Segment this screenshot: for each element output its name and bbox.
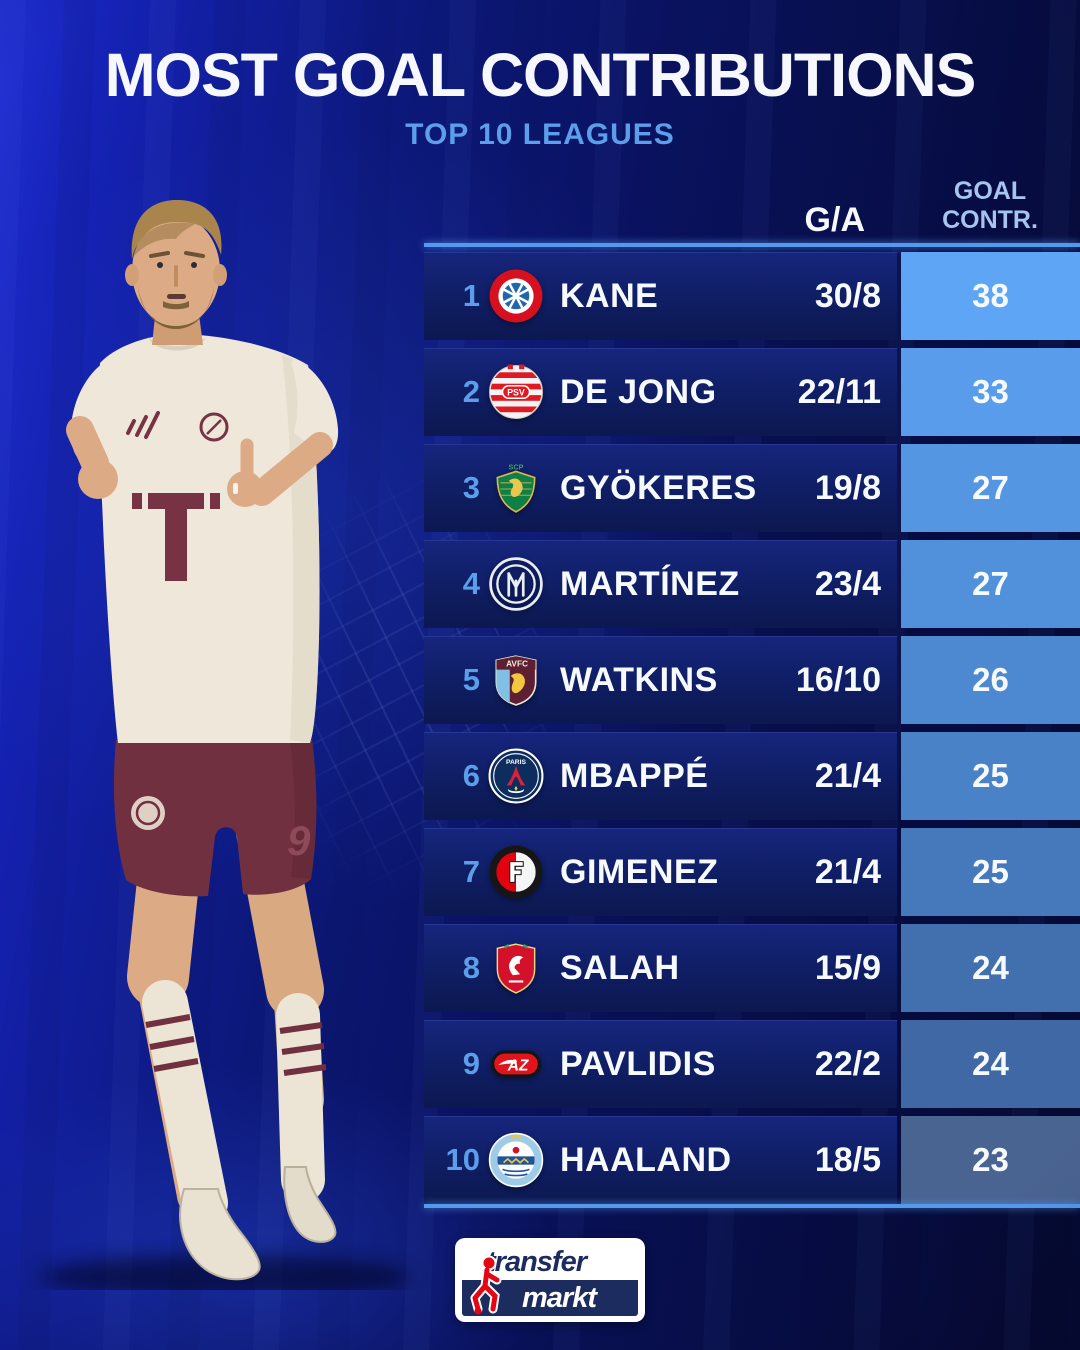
rank-label: 9 bbox=[462, 1046, 480, 1081]
row-main-panel: 6 PARIS MBAPPÉ 21/4 bbox=[424, 732, 897, 820]
rank-label: 6 bbox=[462, 758, 480, 793]
goal-contributions-cell: 27 bbox=[901, 540, 1080, 628]
page-subtitle: TOP 10 LEAGUES bbox=[405, 118, 675, 151]
goal-contributions-cell: 27 bbox=[901, 444, 1080, 532]
goal-contributions-cell: 38 bbox=[901, 252, 1080, 340]
player-name: HAALAND bbox=[560, 1140, 732, 1179]
table-row-2: 2 PSV DE JONG 22/11 33 bbox=[424, 348, 1080, 436]
goals-assists-value: 21/4 bbox=[814, 852, 881, 891]
player-name: PAVLIDIS bbox=[560, 1044, 716, 1083]
feyenoord-club-badge-icon bbox=[488, 844, 544, 900]
villa-club-badge-icon: AVFC bbox=[488, 652, 544, 708]
column-header-ga: G/A bbox=[804, 201, 865, 239]
goal-contributions-cell: 25 bbox=[901, 732, 1080, 820]
row-main-panel: 7 GIMENEZ 21/4 bbox=[424, 828, 897, 916]
mancity-club-badge-icon bbox=[488, 1132, 544, 1188]
inter-club-badge-icon bbox=[488, 556, 544, 612]
rank-label: 4 bbox=[462, 566, 480, 601]
goals-assists-value: 30/8 bbox=[814, 276, 881, 315]
transfermarkt-logo: transfer markt bbox=[455, 1238, 645, 1322]
rank-label: 5 bbox=[462, 662, 480, 697]
goals-assists-value: 19/8 bbox=[814, 468, 881, 507]
column-header-goal-line2: CONTR. bbox=[942, 206, 1038, 234]
goals-assists-value: 23/4 bbox=[814, 564, 881, 603]
row-main-panel: 1 KANE 30/8 bbox=[424, 252, 897, 340]
goals-assists-value: 18/5 bbox=[814, 1140, 881, 1179]
player-name: MARTÍNEZ bbox=[560, 564, 740, 603]
goal-contributions-cell: 24 bbox=[901, 924, 1080, 1012]
svg-text:AVFC: AVFC bbox=[506, 659, 528, 669]
svg-text:PARIS: PARIS bbox=[506, 759, 527, 766]
table-row-6: 6 PARIS MBAPPÉ 21/4 25 bbox=[424, 732, 1080, 820]
sporting-club-badge-icon: SCP bbox=[488, 460, 544, 516]
svg-text:PSV: PSV bbox=[507, 388, 525, 398]
table-row-9: 9 AZ PAVLIDIS 22/2 24 bbox=[424, 1020, 1080, 1108]
row-main-panel: 3 SCP GYÖKERES 19/8 bbox=[424, 444, 897, 532]
table-top-border bbox=[424, 243, 1080, 247]
rank-label: 10 bbox=[445, 1142, 480, 1177]
row-main-panel: 5 AVFC WATKINS 16/10 bbox=[424, 636, 897, 724]
player-name: GYÖKERES bbox=[560, 468, 757, 507]
svg-text:SCP: SCP bbox=[509, 462, 524, 471]
svg-text:9: 9 bbox=[287, 817, 311, 864]
table-row-5: 5 AVFC WATKINS 16/10 26 bbox=[424, 636, 1080, 724]
table-rows: 1 KANE 30/8 38 2 PSV DE JONG 22/11 33 3 SCP GYÖKERE… bbox=[424, 252, 1080, 1204]
goal-contributions-cell: 23 bbox=[901, 1116, 1080, 1204]
goal-contributions-cell: 33 bbox=[901, 348, 1080, 436]
bayern-club-badge-icon bbox=[488, 268, 544, 324]
player-name: WATKINS bbox=[560, 660, 718, 699]
player-name: DE JONG bbox=[560, 372, 717, 411]
liverpool-club-badge-icon bbox=[488, 940, 544, 996]
table-row-3: 3 SCP GYÖKERES 19/8 27 bbox=[424, 444, 1080, 532]
player-photo-harry-kane: 9 bbox=[0, 195, 440, 1299]
psv-club-badge-icon: PSV bbox=[488, 364, 544, 420]
psg-club-badge-icon: PARIS bbox=[488, 748, 544, 804]
row-main-panel: 10 HAALAND 18/5 bbox=[424, 1116, 897, 1204]
player-name: MBAPPÉ bbox=[560, 756, 709, 795]
goals-assists-value: 15/9 bbox=[814, 948, 881, 987]
rank-label: 8 bbox=[462, 950, 480, 985]
row-main-panel: 9 AZ PAVLIDIS 22/2 bbox=[424, 1020, 897, 1108]
row-main-panel: 4 MARTÍNEZ 23/4 bbox=[424, 540, 897, 628]
table-row-4: 4 MARTÍNEZ 23/4 27 bbox=[424, 540, 1080, 628]
column-header-goal-line1: GOAL bbox=[953, 177, 1027, 205]
goal-contributions-cell: 26 bbox=[901, 636, 1080, 724]
row-main-panel: 8 SALAH 15/9 bbox=[424, 924, 897, 1012]
page-title: MOST GOAL CONTRIBUTIONS bbox=[104, 41, 977, 109]
goals-assists-value: 22/2 bbox=[814, 1044, 881, 1083]
rank-label: 7 bbox=[462, 854, 480, 889]
goals-assists-value: 21/4 bbox=[814, 756, 881, 795]
goals-assists-value: 22/11 bbox=[797, 372, 881, 411]
table-row-8: 8 SALAH 15/9 24 bbox=[424, 924, 1080, 1012]
table-bottom-border bbox=[424, 1204, 1080, 1208]
goals-assists-value: 16/10 bbox=[795, 660, 881, 699]
column-header-goal-contr: GOAL CONTR. bbox=[900, 177, 1080, 235]
row-main-panel: 2 PSV DE JONG 22/11 bbox=[424, 348, 897, 436]
rank-label: 2 bbox=[462, 374, 480, 409]
player-name: SALAH bbox=[560, 948, 680, 987]
table-row-10: 10 HAALAND 18/5 23 bbox=[424, 1116, 1080, 1204]
goal-contributions-cell: 24 bbox=[901, 1020, 1080, 1108]
svg-text:AZ: AZ bbox=[507, 1058, 529, 1075]
goal-contributions-cell: 25 bbox=[901, 828, 1080, 916]
player-name: GIMENEZ bbox=[560, 852, 719, 891]
rank-label: 3 bbox=[462, 470, 480, 505]
table-row-1: 1 KANE 30/8 38 bbox=[424, 252, 1080, 340]
az-club-badge-icon: AZ bbox=[488, 1036, 544, 1092]
rank-label: 1 bbox=[462, 278, 480, 313]
running-player-icon bbox=[470, 1255, 502, 1315]
player-name: KANE bbox=[560, 276, 659, 315]
table-row-7: 7 GIMENEZ 21/4 25 bbox=[424, 828, 1080, 916]
